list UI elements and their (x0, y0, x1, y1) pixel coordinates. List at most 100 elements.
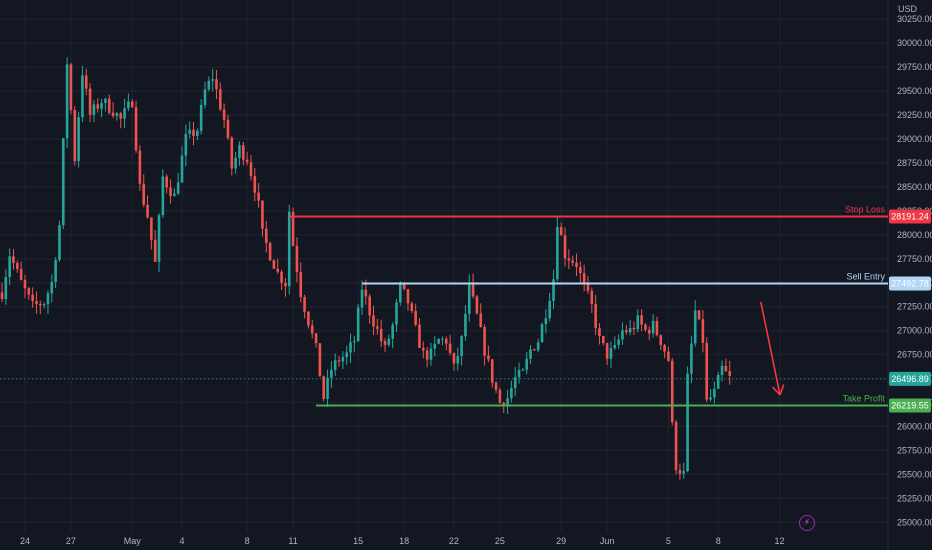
price-tick-label: 29750.00 (897, 62, 932, 72)
candle-body (161, 176, 165, 216)
price-tick-label: 28500.00 (897, 182, 932, 192)
candle-body (376, 326, 379, 329)
take-profit-price-value: 26219.55 (891, 401, 929, 411)
candle-body (602, 336, 605, 344)
candle-body (81, 75, 84, 118)
candle-body (529, 349, 532, 359)
candle-body (115, 113, 119, 116)
candle-body (73, 110, 77, 162)
last-price-value: 26496.89 (891, 374, 929, 384)
candle-body (39, 304, 42, 306)
candle-body (613, 344, 617, 349)
candle-body (234, 157, 237, 169)
candle-body (326, 377, 329, 399)
candle-body (682, 471, 686, 474)
candle-body (716, 374, 720, 389)
candle-body (341, 357, 345, 362)
price-tick-label: 26750.00 (897, 350, 932, 360)
candle-body (307, 311, 310, 326)
candle-body (494, 382, 498, 390)
price-tick-label: 25500.00 (897, 469, 932, 479)
candle-body (119, 113, 123, 119)
candle-body (276, 268, 280, 272)
candle-body (467, 282, 471, 314)
time-axis[interactable]: 24 27 May 4 8 11 15 18 22 25 29 Jun 5 8 12 (20, 536, 785, 546)
candle-body (0, 292, 4, 300)
candle-body (590, 290, 594, 304)
candle-body (437, 338, 440, 344)
lightning-icon[interactable]: ⚡ (799, 515, 815, 531)
price-tags: 28191.24 27492.78 26219.55 26496.89 (889, 209, 931, 413)
candle-body (165, 176, 168, 188)
candle-body (533, 349, 536, 351)
candle-body (709, 397, 712, 400)
candle-body (61, 138, 65, 226)
candle-body (586, 283, 590, 291)
candle-body (245, 159, 249, 163)
candle-body (693, 310, 697, 344)
candle-body (640, 315, 643, 325)
candle-body (65, 64, 69, 139)
take-profit-label: Take Profit (842, 394, 885, 404)
sell-entry-label: Sell Entry (846, 271, 885, 281)
date-tick-label: 18 (399, 536, 409, 546)
candle-body (184, 133, 188, 156)
candle-body (659, 335, 663, 345)
candle-body (521, 369, 525, 371)
last-price-tag (889, 371, 931, 386)
date-tick-label: 27 (66, 536, 76, 546)
candle-body (280, 271, 283, 283)
candle-body (107, 98, 111, 113)
price-tick-label: 27750.00 (897, 254, 932, 264)
candle-body (582, 273, 586, 284)
candle-body (674, 421, 678, 470)
candle-body (199, 105, 203, 131)
candle-body (23, 279, 27, 289)
candle-body (58, 225, 61, 260)
candle-body (724, 365, 728, 372)
date-tick-label: 11 (288, 536, 297, 546)
price-levels[interactable]: Stop Loss Sell Entry Take Profit (0, 205, 888, 407)
candle-body (322, 376, 326, 399)
candle-body (636, 315, 640, 330)
candle-body (720, 365, 724, 375)
candle-body (579, 266, 582, 274)
candle-body (35, 301, 38, 305)
candle-body (196, 130, 199, 136)
candle-body (96, 104, 100, 109)
candle-body (222, 109, 226, 120)
date-tick-label: Jun (600, 536, 615, 546)
candle-body (368, 296, 371, 316)
candle-body (414, 310, 417, 325)
candle-body (563, 235, 567, 259)
candle-body (594, 303, 597, 329)
candle-body (249, 162, 253, 177)
date-tick-label: 5 (666, 536, 671, 546)
candle-body (42, 304, 46, 306)
price-tick-label: 29500.00 (897, 86, 932, 96)
candle-body (345, 352, 348, 358)
candle-body (410, 303, 414, 311)
candle-body (655, 320, 659, 336)
candle-body (291, 211, 295, 246)
candle-body (498, 389, 502, 403)
candle-body (27, 288, 31, 295)
date-tick-label: 29 (556, 536, 566, 546)
candle-body (138, 150, 142, 184)
candle-body (69, 64, 73, 111)
candle-body (399, 282, 402, 303)
candle-body (238, 145, 241, 158)
candle-body (552, 279, 555, 301)
candle-body (142, 183, 146, 205)
date-tick-label: 22 (449, 536, 459, 546)
candle-body (314, 333, 318, 344)
candle-body (173, 193, 176, 197)
candle-body (663, 344, 666, 352)
price-tick-label: 30000.00 (897, 38, 932, 48)
price-tick-label: 29000.00 (897, 134, 932, 144)
projection-head (771, 386, 781, 396)
date-tick-label: 25 (495, 536, 505, 546)
projection-shaft (760, 301, 781, 396)
candle-body (8, 256, 11, 278)
